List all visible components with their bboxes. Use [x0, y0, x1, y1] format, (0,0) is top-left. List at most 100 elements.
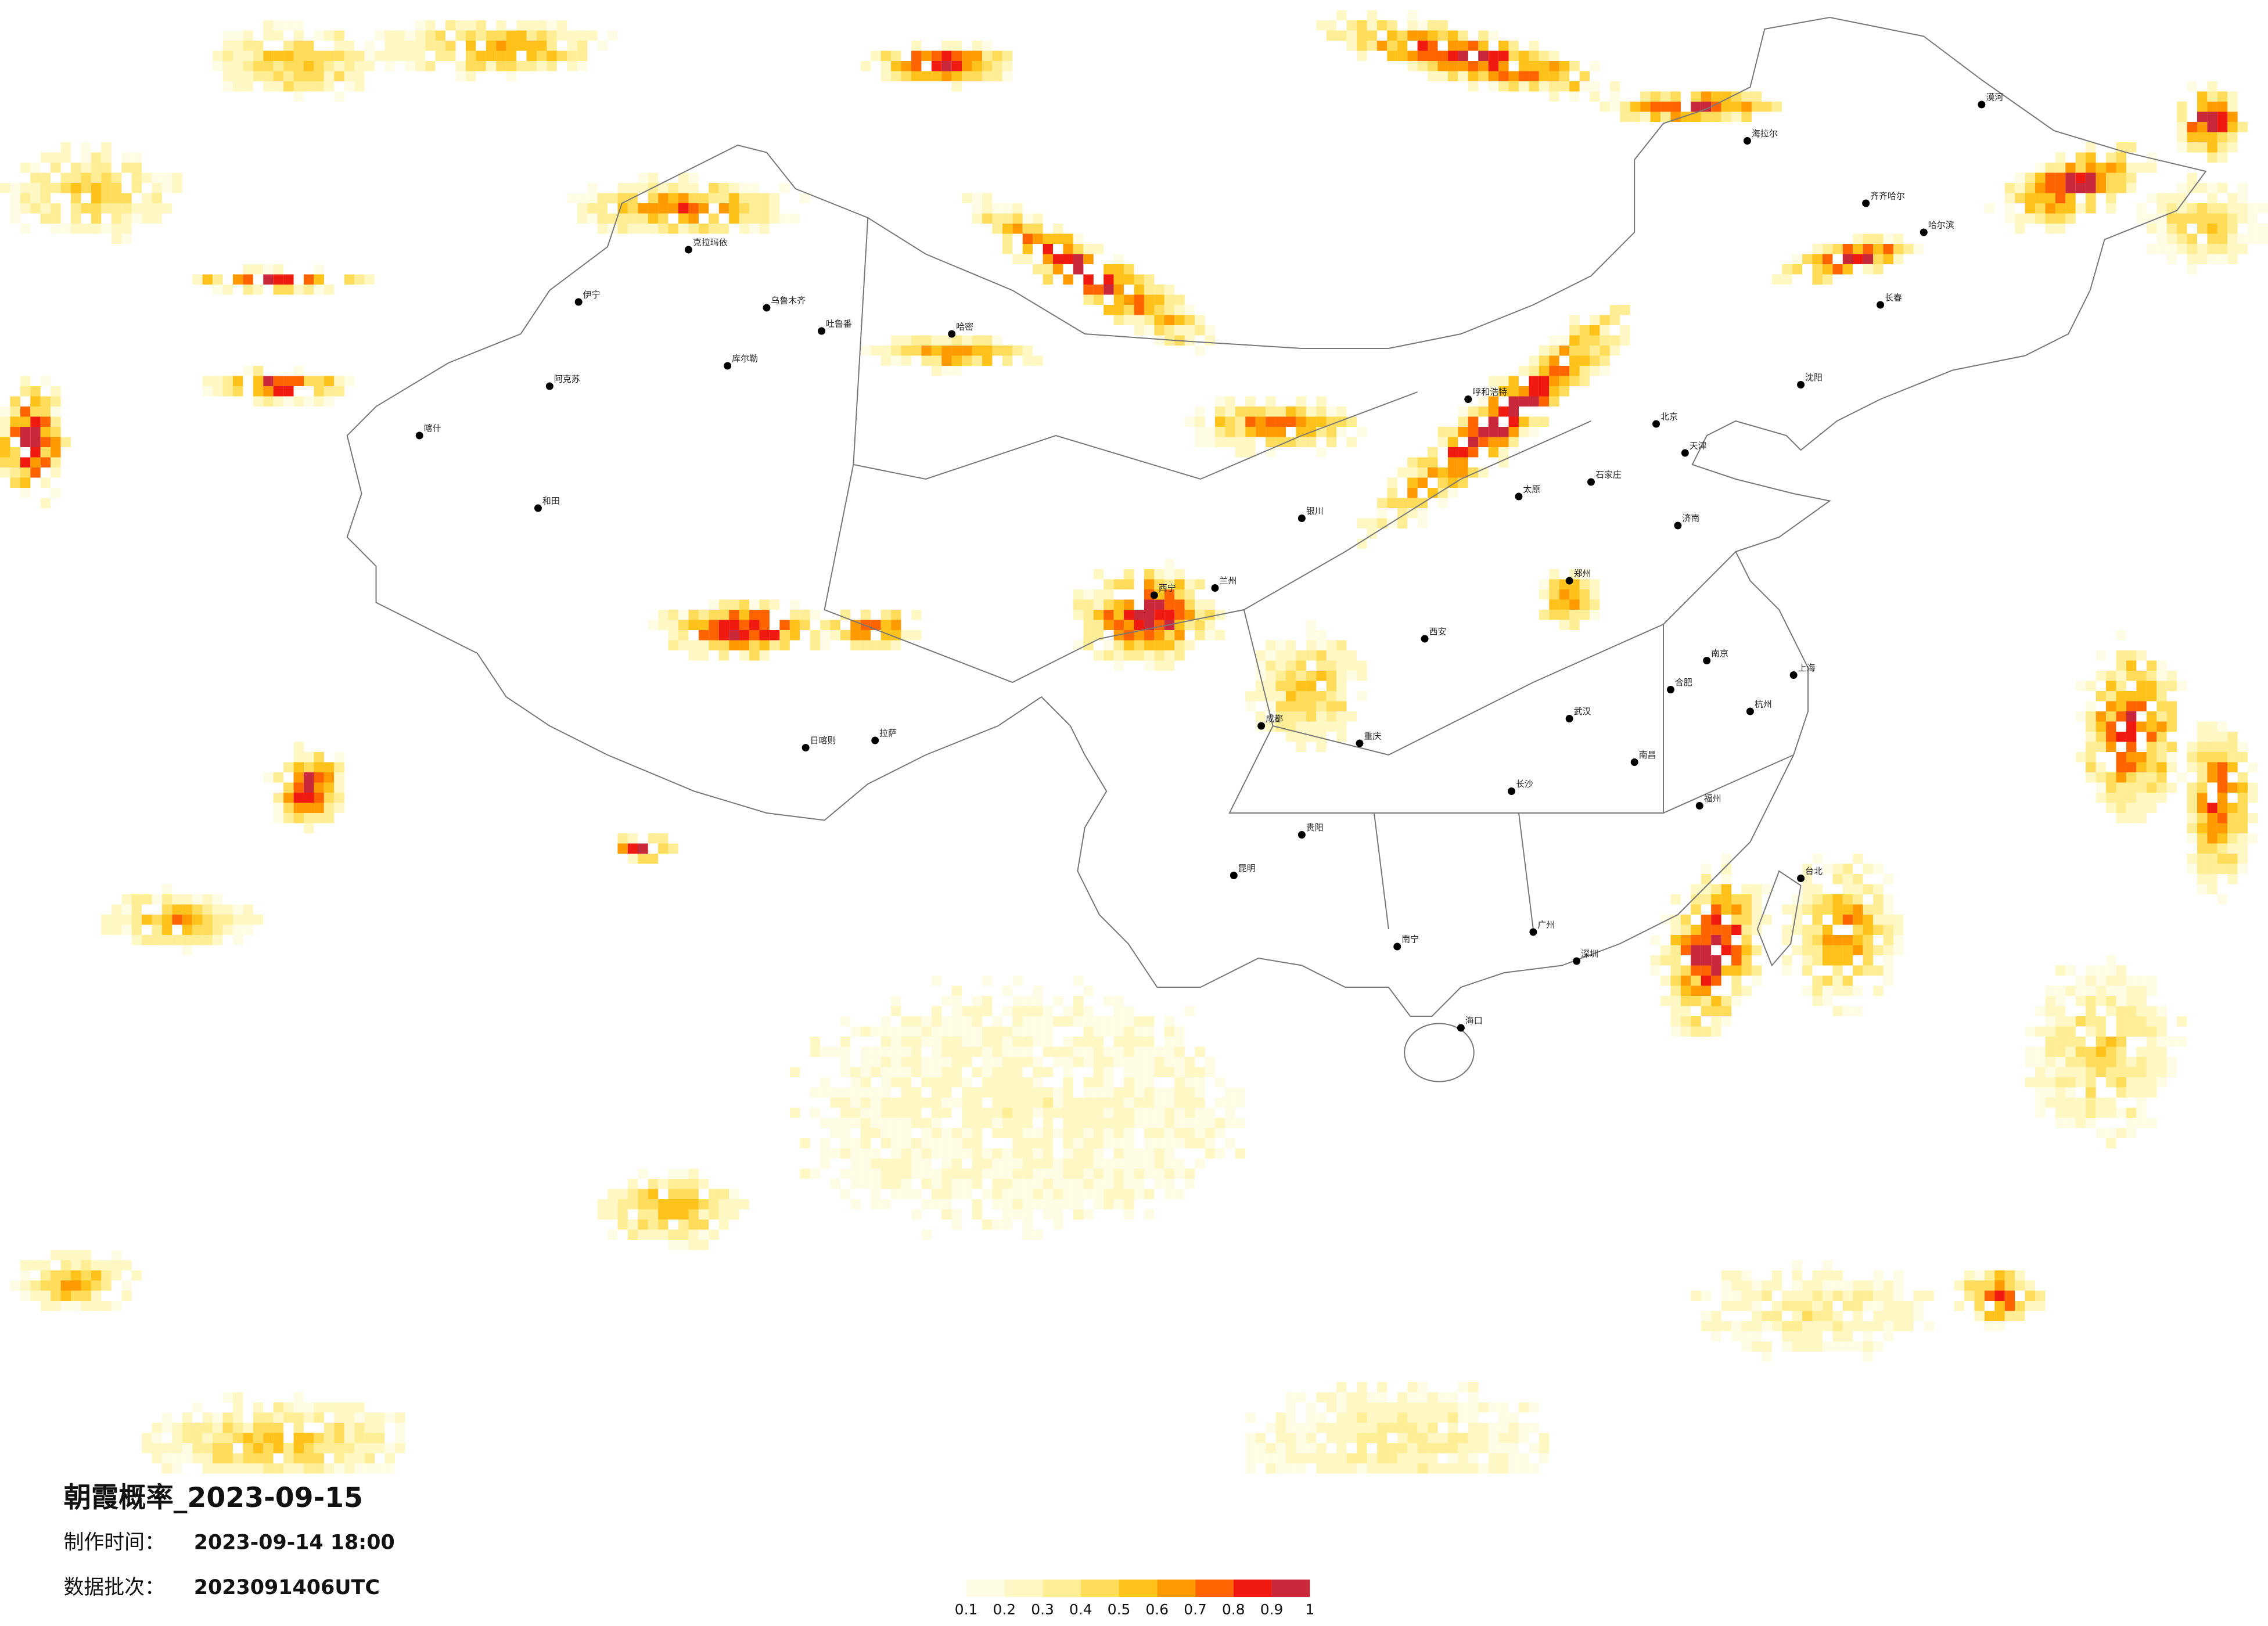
heat-cell [1346, 1433, 1357, 1443]
heat-cell [860, 1138, 871, 1149]
heat-cell [2106, 681, 2116, 691]
heat-cell [111, 224, 122, 234]
heat-cell [1184, 610, 1195, 620]
heat-cell [121, 213, 132, 224]
heat-cell [1083, 1189, 1094, 1199]
heat-cell [921, 335, 932, 346]
heat-cell [1043, 233, 1054, 244]
heat-cell [2096, 762, 2107, 772]
heat-cell [891, 1037, 901, 1047]
heat-cell [951, 1016, 962, 1027]
heat-cell [30, 183, 41, 193]
heat-cell [1447, 467, 1458, 478]
heat-cell [891, 1098, 901, 1108]
heat-cell [1134, 325, 1144, 336]
city-label: 沈阳 [1805, 372, 1823, 383]
heat-cell [20, 224, 31, 234]
heat-cell [1873, 1290, 1884, 1301]
heat-cell [222, 904, 233, 915]
heat-cell [1134, 1159, 1144, 1169]
heat-cell [253, 61, 264, 71]
heat-cell [51, 1290, 61, 1301]
heat-cell [1367, 1412, 1377, 1423]
heat-cell [1124, 1159, 1134, 1169]
heat-cell [2126, 1006, 2137, 1016]
heat-cell [314, 81, 324, 92]
heat-cell [314, 396, 324, 406]
heat-cell [1984, 1290, 1995, 1301]
heat-cell [1721, 1321, 1732, 1332]
heat-cell [1812, 955, 1823, 966]
heat-cell [51, 1280, 61, 1291]
heat-cell [992, 1128, 1002, 1138]
heat-cell [1104, 996, 1114, 1006]
heat-cell [0, 416, 10, 427]
heat-cell [1549, 610, 1559, 620]
heat-cell [1012, 1148, 1023, 1159]
heat-cell [1508, 71, 1519, 81]
heat-cell [931, 1037, 942, 1047]
heat-cell [1853, 884, 1863, 894]
heat-cell [800, 620, 810, 630]
heat-cell [182, 1412, 193, 1423]
city-label: 长春 [1885, 292, 1902, 303]
heat-cell [547, 20, 557, 31]
heat-cell [688, 213, 699, 224]
heat-cell [1073, 264, 1084, 275]
heat-cell [1721, 1280, 1732, 1291]
heat-cell [1306, 711, 1317, 722]
heat-cell [982, 1046, 993, 1057]
heat-cell [51, 437, 61, 447]
heat-cell [1913, 1311, 1924, 1321]
heat-cell [1002, 985, 1013, 996]
heat-cell [2177, 132, 2187, 142]
heat-cell [698, 640, 709, 650]
heat-cell [1428, 467, 1438, 478]
heat-cell [749, 224, 760, 234]
heat-cell [2177, 233, 2187, 244]
heat-cell [1609, 91, 1620, 102]
heat-cell [1164, 650, 1175, 661]
heat-cell [2237, 833, 2248, 844]
heat-cell [2055, 172, 2066, 183]
heat-cell [1518, 51, 1529, 61]
heat-cell [1063, 1077, 1073, 1088]
heat-cell [2065, 213, 2076, 224]
heat-cell [1124, 1006, 1134, 1016]
city-label: 上海 [1798, 663, 1816, 673]
heat-cell [1447, 71, 1458, 81]
heat-cell [2217, 142, 2228, 153]
heat-cell [1873, 1280, 1884, 1291]
heat-cell [2217, 224, 2228, 234]
heat-cell [567, 51, 577, 61]
heat-cell [2136, 721, 2147, 732]
heat-cell [891, 61, 901, 71]
heat-cell [1468, 447, 1479, 458]
heat-cell [1579, 579, 1590, 589]
heat-cell [739, 203, 750, 214]
heat-cell [81, 1290, 91, 1301]
heat-cell [1680, 1026, 1691, 1037]
heat-cell [962, 71, 972, 81]
heat-cell [901, 1098, 911, 1108]
heat-cell [2126, 691, 2137, 702]
heat-cell [1124, 610, 1134, 620]
heat-cell [1022, 1189, 1033, 1199]
heat-cell [2116, 996, 2126, 1006]
heat-cell [1539, 366, 1550, 376]
heat-cell [1357, 538, 1367, 549]
heat-cell [202, 1453, 213, 1463]
heat-cell [1296, 396, 1306, 406]
heat-cell [880, 1107, 892, 1118]
heat-cell [891, 355, 901, 366]
heat-cell [213, 1433, 223, 1443]
heat-cell [688, 610, 699, 620]
heat-cell [2207, 813, 2217, 823]
heat-cell [2055, 152, 2066, 163]
heat-cell [1043, 1189, 1054, 1199]
heat-cell [1124, 1087, 1134, 1098]
city-dot [1515, 492, 1523, 501]
heat-cell [1498, 41, 1509, 51]
heat-cell [2106, 1107, 2116, 1118]
heat-cell [2116, 681, 2126, 691]
